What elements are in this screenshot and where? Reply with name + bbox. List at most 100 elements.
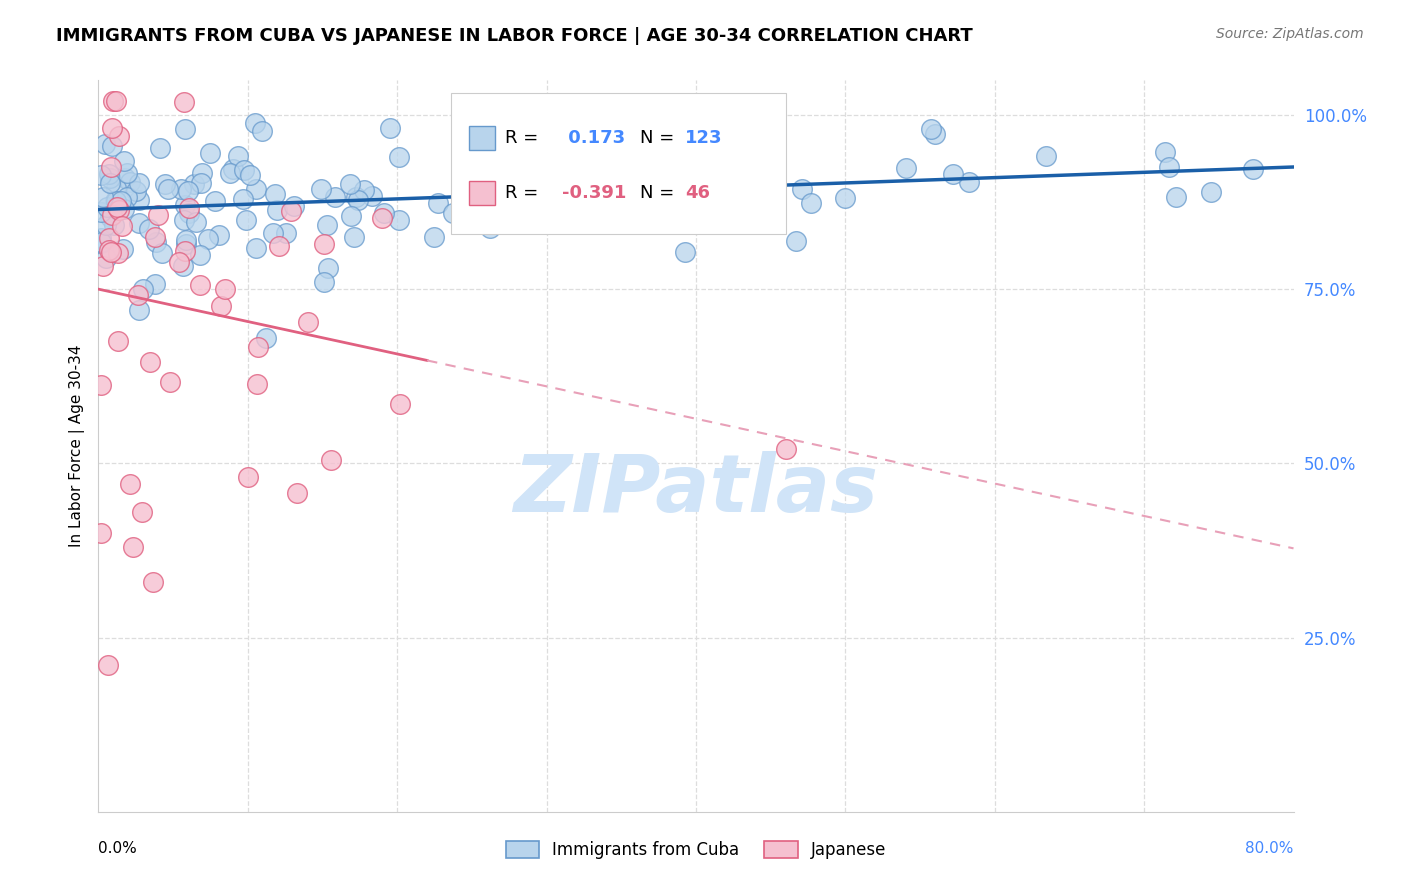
Point: [262, 226, 284, 240]
Point: [243, 116, 266, 130]
Point: [373, 206, 395, 220]
Point: [90, 526, 112, 541]
Point: [90, 235, 112, 249]
Point: [269, 239, 291, 253]
Point: [297, 314, 319, 328]
Text: -0.391: -0.391: [562, 184, 627, 202]
Point: [388, 150, 411, 164]
Point: [423, 230, 446, 244]
Bar: [470, 181, 495, 204]
Point: [105, 194, 128, 209]
Point: [283, 199, 305, 213]
Point: [132, 282, 155, 296]
Point: [115, 166, 138, 180]
Point: [239, 168, 262, 182]
Point: [146, 208, 169, 222]
Point: [90, 169, 112, 183]
Point: [339, 177, 361, 191]
Point: [692, 163, 714, 178]
Text: IMMIGRANTS FROM CUBA VS JAPANESE IN LABOR FORCE | AGE 30-34 CORRELATION CHART: IMMIGRANTS FROM CUBA VS JAPANESE IN LABO…: [56, 27, 973, 45]
Point: [96, 200, 118, 214]
Point: [1154, 145, 1177, 159]
Point: [619, 166, 641, 180]
Point: [285, 486, 308, 500]
Point: [183, 177, 205, 191]
Point: [90, 230, 112, 244]
Point: [673, 244, 696, 259]
Text: 46: 46: [685, 184, 710, 202]
Point: [204, 194, 226, 209]
Point: [344, 190, 367, 204]
Point: [111, 219, 134, 233]
Point: [378, 120, 401, 135]
Point: [176, 233, 198, 247]
Point: [238, 470, 260, 484]
Point: [360, 189, 382, 203]
Point: [167, 255, 190, 269]
Point: [103, 218, 125, 232]
Point: [245, 182, 267, 196]
Point: [232, 163, 254, 178]
Point: [531, 140, 554, 154]
Point: [775, 442, 797, 457]
Point: [115, 190, 138, 204]
Point: [108, 128, 131, 143]
Point: [426, 196, 449, 211]
Point: [101, 138, 124, 153]
Point: [114, 171, 136, 186]
Point: [1164, 190, 1187, 204]
Point: [173, 213, 195, 227]
Point: [263, 187, 285, 202]
Point: [200, 145, 222, 160]
Point: [1035, 149, 1057, 163]
Point: [128, 177, 150, 191]
Point: [97, 658, 120, 673]
Point: [226, 149, 249, 163]
Point: [245, 241, 267, 255]
Text: 123: 123: [685, 129, 723, 147]
Point: [370, 211, 392, 225]
Point: [184, 215, 207, 229]
Text: Source: ZipAtlas.com: Source: ZipAtlas.com: [1216, 27, 1364, 41]
Text: R =: R =: [505, 184, 544, 202]
Point: [1199, 185, 1222, 199]
Point: [321, 453, 343, 467]
Point: [98, 170, 121, 185]
Point: [314, 236, 336, 251]
Point: [91, 189, 114, 203]
Point: [173, 197, 195, 211]
Point: [101, 208, 124, 222]
Point: [174, 121, 197, 136]
Point: [482, 186, 505, 201]
Point: [920, 121, 942, 136]
Point: [97, 167, 120, 181]
Point: [924, 127, 946, 141]
Point: [388, 397, 411, 411]
Point: [191, 166, 214, 180]
Point: [311, 182, 333, 196]
Point: [128, 303, 150, 318]
Point: [98, 177, 121, 191]
Point: [148, 141, 170, 155]
Point: [131, 505, 153, 519]
Point: [120, 477, 142, 491]
Point: [143, 277, 166, 291]
Point: [105, 200, 128, 214]
Point: [208, 228, 231, 243]
Point: [93, 259, 115, 273]
Point: [188, 248, 211, 262]
Point: [157, 182, 180, 196]
Point: [98, 211, 121, 225]
Point: [475, 157, 498, 171]
Text: 0.0%: 0.0%: [98, 841, 138, 856]
Point: [90, 205, 112, 219]
Point: [1241, 162, 1264, 177]
Point: [502, 194, 524, 208]
Point: [190, 177, 212, 191]
Point: [97, 231, 120, 245]
Point: [176, 236, 198, 251]
Point: [111, 243, 134, 257]
Point: [177, 201, 200, 215]
Point: [94, 136, 117, 151]
Point: [190, 278, 212, 293]
